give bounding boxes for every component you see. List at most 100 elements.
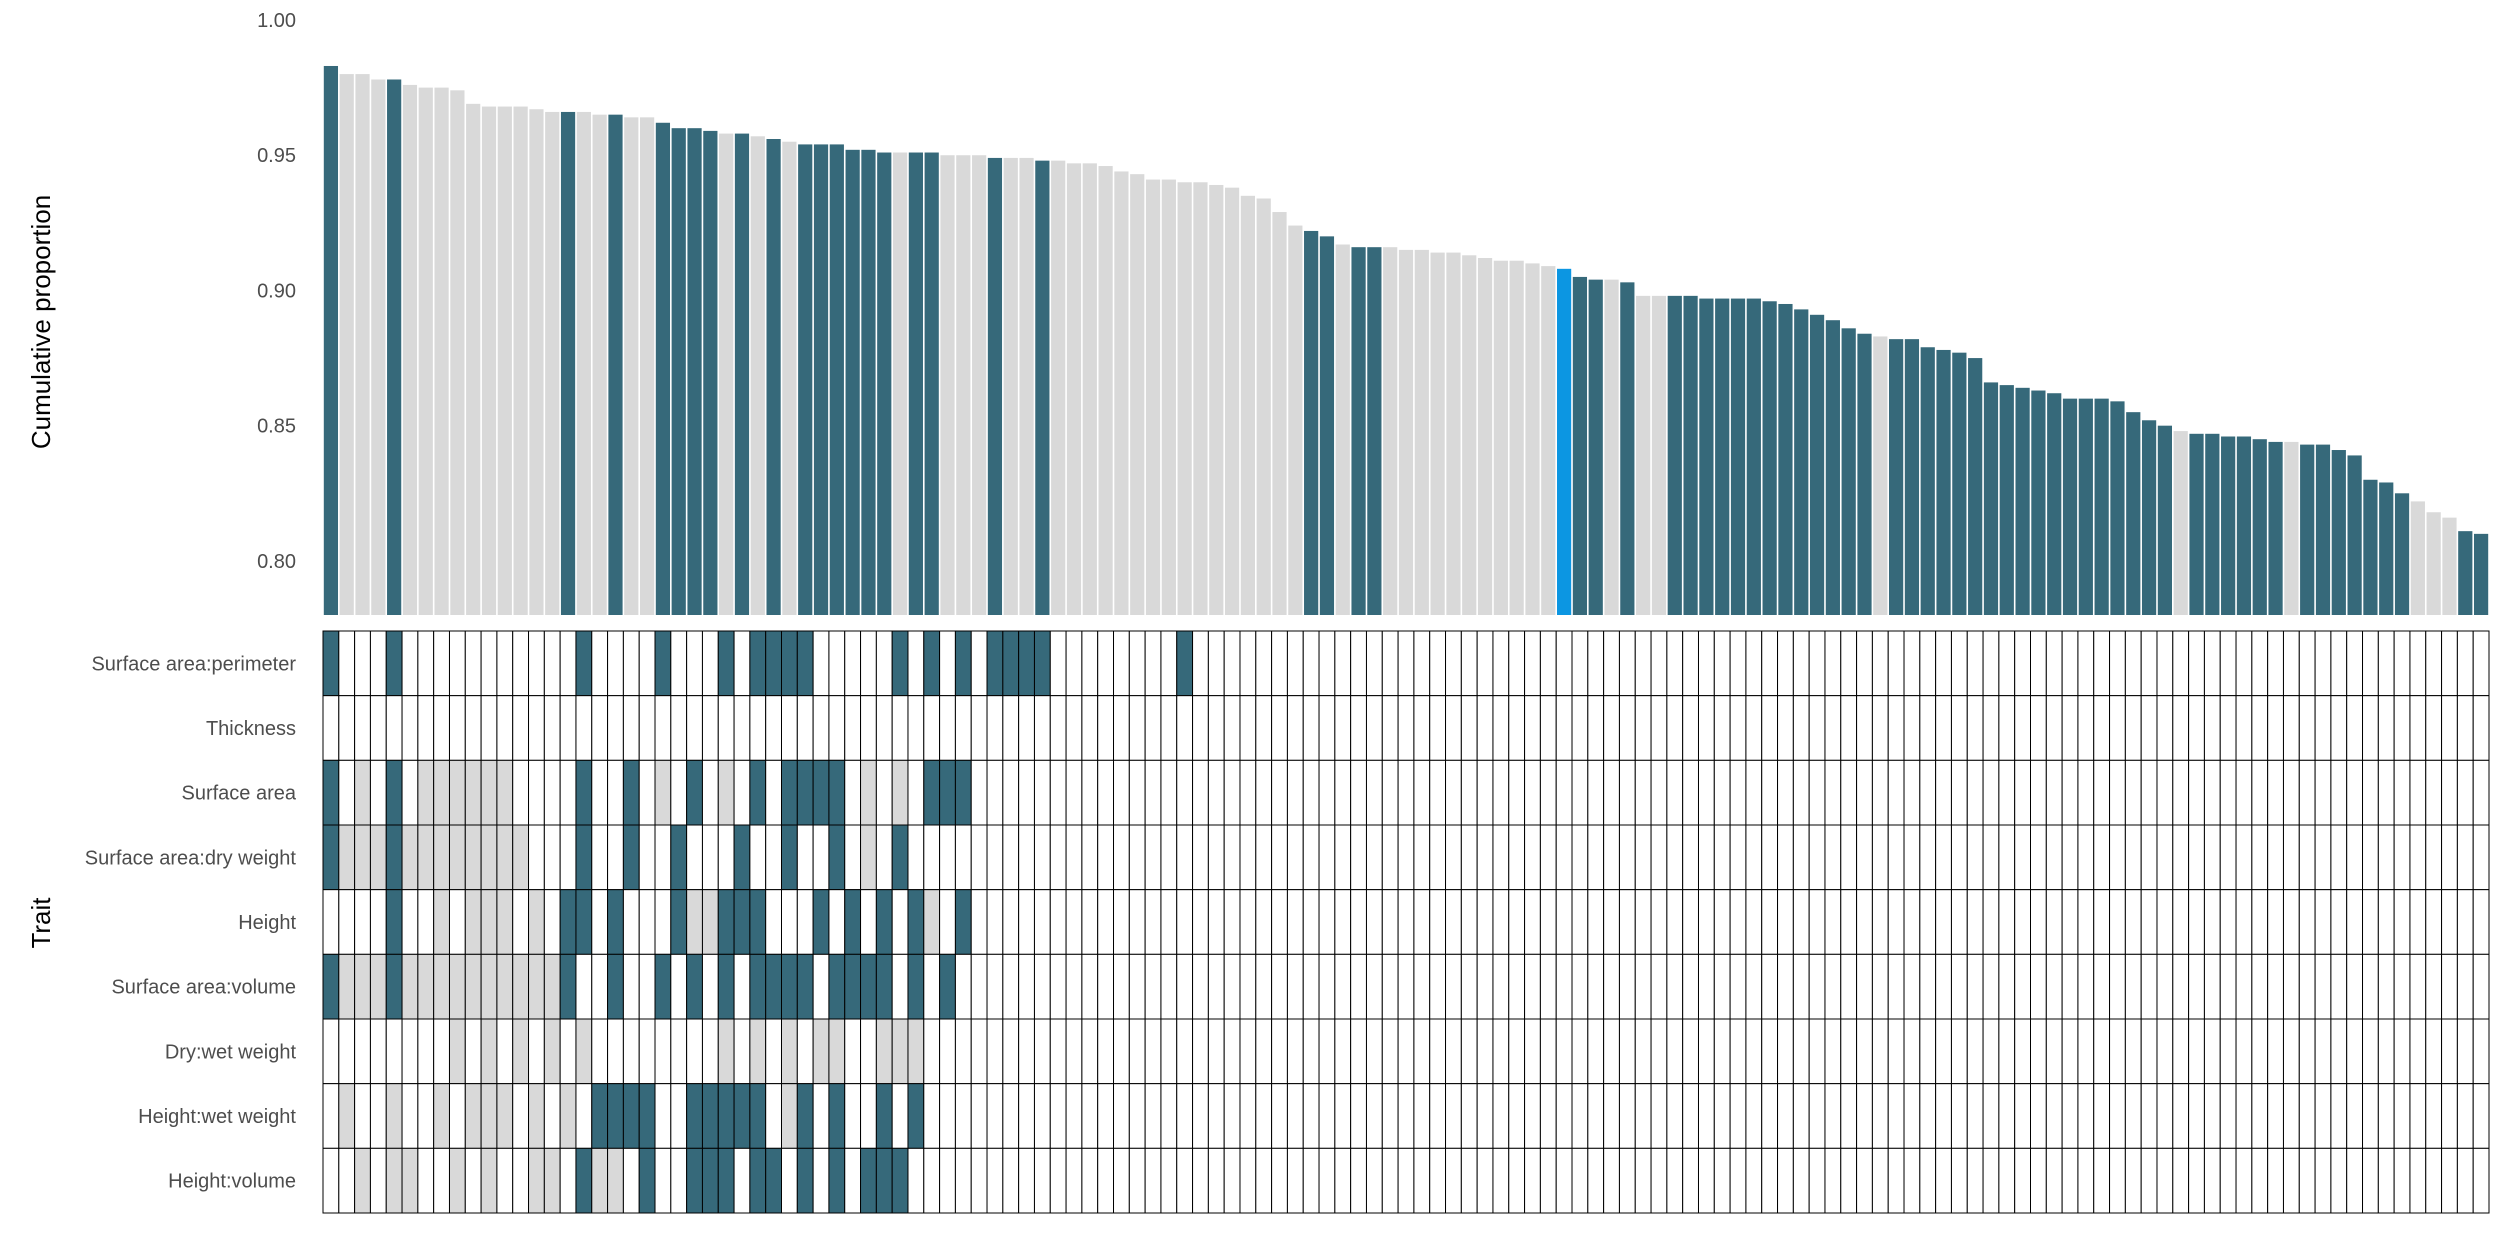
matrix-cell xyxy=(1113,1018,1130,1085)
matrix-cell xyxy=(1318,695,1336,761)
bar xyxy=(545,111,560,615)
matrix-cell xyxy=(2441,953,2458,1020)
matrix-cell xyxy=(2203,695,2221,761)
bar xyxy=(1873,336,1888,615)
matrix-cell xyxy=(1634,1083,1652,1149)
matrix-cell xyxy=(2045,889,2063,955)
matrix-cell xyxy=(749,824,767,891)
matrix-cell xyxy=(2346,953,2364,1020)
matrix-cell xyxy=(1887,953,1905,1020)
matrix-cell xyxy=(1950,953,1968,1020)
matrix-cell xyxy=(733,630,751,697)
matrix-cell xyxy=(1002,953,1020,1020)
matrix-cell xyxy=(369,889,387,955)
matrix-cell xyxy=(2377,695,2395,761)
matrix-cell xyxy=(543,824,561,891)
matrix-cell xyxy=(986,695,1004,761)
matrix-cell xyxy=(907,759,925,826)
bar xyxy=(1414,249,1429,615)
matrix-cell xyxy=(2172,953,2190,1020)
bar xyxy=(1367,247,1382,615)
matrix-cell xyxy=(2014,695,2031,761)
matrix-cell xyxy=(1176,953,1194,1020)
matrix-cell xyxy=(385,759,403,826)
matrix-cell xyxy=(1777,1018,1794,1085)
matrix-cell xyxy=(1113,824,1130,891)
matrix-cell xyxy=(1871,1018,1889,1085)
matrix-cell xyxy=(1160,889,1178,955)
matrix-cell xyxy=(1476,889,1494,955)
matrix-cell xyxy=(1128,1083,1146,1149)
matrix-cell xyxy=(1429,759,1447,826)
matrix-cell xyxy=(1255,953,1273,1020)
matrix-cell xyxy=(2203,824,2221,891)
matrix-cell xyxy=(2188,630,2205,697)
matrix-cell xyxy=(338,1018,356,1085)
matrix-cell xyxy=(1966,630,1984,697)
matrix-cell xyxy=(2014,824,2031,891)
matrix-cell xyxy=(1524,1018,1541,1085)
matrix-cell xyxy=(322,1147,340,1214)
matrix-cell xyxy=(2251,824,2269,891)
matrix-cell xyxy=(528,759,545,826)
matrix-cell xyxy=(796,759,814,826)
matrix-cell xyxy=(2425,953,2443,1020)
matrix-cell xyxy=(1018,889,1035,955)
matrix-cell xyxy=(1603,630,1620,697)
matrix-cell xyxy=(1144,630,1162,697)
matrix-cell xyxy=(496,889,514,955)
bar xyxy=(2410,501,2425,615)
matrix-cell xyxy=(2235,1083,2253,1149)
matrix-cell xyxy=(1160,1083,1178,1149)
matrix-cell xyxy=(1334,695,1352,761)
matrix-cell xyxy=(686,824,703,891)
matrix-cell xyxy=(2077,889,2095,955)
matrix-cell xyxy=(2109,1018,2126,1085)
y-axis-title-top: Cumulative proportion xyxy=(26,195,56,449)
matrix-cell xyxy=(2045,759,2063,826)
matrix-cell xyxy=(986,1018,1004,1085)
matrix-cell xyxy=(385,824,403,891)
matrix-cell xyxy=(1650,889,1668,955)
matrix-cell xyxy=(1271,1147,1288,1214)
matrix-cell xyxy=(923,1083,941,1149)
matrix-cell xyxy=(1524,695,1541,761)
matrix-cell xyxy=(417,695,435,761)
matrix-cell xyxy=(986,889,1004,955)
matrix-cell xyxy=(1065,630,1083,697)
matrix-cell xyxy=(1144,695,1162,761)
matrix-cell xyxy=(1587,695,1605,761)
matrix-cell xyxy=(2077,630,2095,697)
matrix-cell xyxy=(464,889,482,955)
matrix-cell xyxy=(1555,824,1573,891)
matrix-cell xyxy=(543,1083,561,1149)
matrix-cell xyxy=(1097,1147,1115,1214)
matrix-cell xyxy=(923,1147,941,1214)
matrix-cell xyxy=(2393,889,2411,955)
matrix-cell xyxy=(1144,824,1162,891)
matrix-cell xyxy=(2172,695,2190,761)
matrix-cell xyxy=(1049,759,1067,826)
matrix-cell xyxy=(385,1083,403,1149)
matrix-cell xyxy=(1429,695,1447,761)
matrix-cell xyxy=(401,1018,419,1085)
matrix-cell xyxy=(1508,889,1526,955)
matrix-cell xyxy=(559,889,577,955)
matrix-cell xyxy=(828,953,846,1020)
matrix-cell xyxy=(1018,824,1035,891)
matrix-cell xyxy=(1524,889,1541,955)
bar xyxy=(1572,276,1588,615)
matrix-cell xyxy=(1097,759,1115,826)
matrix-cell xyxy=(591,1147,609,1214)
matrix-cell xyxy=(1381,824,1399,891)
matrix-cell xyxy=(1445,1147,1462,1214)
matrix-cell xyxy=(733,824,751,891)
matrix-cell xyxy=(2314,759,2332,826)
matrix-cell xyxy=(1097,889,1115,955)
matrix-cell xyxy=(654,889,672,955)
matrix-cell xyxy=(2441,889,2458,955)
matrix-cell xyxy=(1002,759,1020,826)
matrix-cell xyxy=(1697,759,1715,826)
matrix-cell xyxy=(1824,1083,1842,1149)
matrix-cell xyxy=(1445,1083,1462,1149)
